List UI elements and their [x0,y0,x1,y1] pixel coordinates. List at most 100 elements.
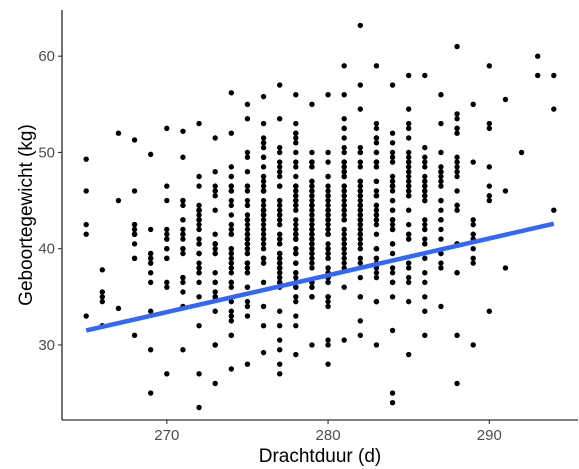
data-point [164,279,170,286]
data-point [293,245,299,252]
data-point [293,91,299,98]
data-point [454,207,460,213]
data-point [454,332,460,339]
data-point [244,260,251,266]
data-point [325,221,331,228]
data-point [309,197,315,204]
data-point [309,231,315,237]
data-point [196,120,202,127]
data-point [260,349,267,356]
data-point [357,22,364,29]
data-point [502,188,509,194]
data-point [293,236,299,242]
data-point [341,173,347,180]
data-point [212,342,218,348]
data-point [260,245,267,252]
data-point [228,318,235,324]
data-point [276,371,283,377]
data-point [357,226,364,233]
data-point [293,298,299,305]
data-point [373,202,380,209]
data-point [276,241,283,247]
data-point [405,260,412,266]
data-point [309,260,315,266]
data-point [357,106,364,112]
data-point [293,135,299,141]
data-point [293,183,299,189]
data-point [373,159,380,165]
data-point [293,231,299,237]
data-point [438,265,444,271]
data-point [196,221,202,228]
data-point [131,231,138,237]
data-point [244,197,251,204]
data-point [454,202,460,209]
data-point [228,332,235,339]
data-point [357,255,364,262]
data-point [293,270,299,276]
data-point [180,217,186,223]
data-point [357,260,364,266]
data-point [389,159,396,165]
data-point [486,63,493,69]
data-point [373,140,380,146]
data-point [405,159,412,165]
data-point [260,183,267,189]
data-point [325,91,331,98]
data-point [405,298,412,305]
data-point [212,193,218,199]
data-point [276,322,283,329]
data-point [422,217,428,223]
data-point [373,212,380,218]
data-point [438,91,444,98]
data-point [470,342,476,348]
data-point [422,164,428,170]
data-point [228,366,235,372]
data-point [276,255,283,262]
data-point [341,337,347,343]
data-point [293,250,299,257]
data-point [244,101,251,108]
data-point [341,149,347,156]
data-point [389,279,396,286]
data-point [244,303,251,310]
data-point [276,144,283,151]
data-point [196,217,202,223]
data-point [454,173,460,180]
y-axis-ticks: 30 40 50 60 [38,48,62,354]
data-point [341,188,347,194]
data-point [260,241,267,247]
data-point [244,202,251,209]
data-point [341,91,347,98]
data-point [147,390,154,396]
data-point [276,116,283,122]
data-point [276,217,283,223]
data-point [389,221,396,228]
data-point [228,270,235,276]
data-point [83,221,89,228]
data-point [357,318,364,324]
data-point [341,231,347,237]
data-point [341,226,347,233]
data-point [196,250,202,257]
data-point [454,125,460,132]
data-point [357,245,364,252]
data-point [357,178,364,185]
data-point [470,245,476,252]
data-point [196,183,202,189]
data-point [196,279,202,286]
data-point [276,231,283,237]
data-point [502,265,509,271]
data-point [389,82,396,88]
data-point [260,255,267,262]
data-point [260,188,267,194]
data-point [341,241,347,247]
data-point [309,212,315,218]
data-point [373,274,380,281]
data-point [276,159,283,165]
data-point [244,168,251,175]
data-point [357,221,364,228]
data-point [180,289,186,295]
data-point [276,221,283,228]
data-point [438,168,444,175]
